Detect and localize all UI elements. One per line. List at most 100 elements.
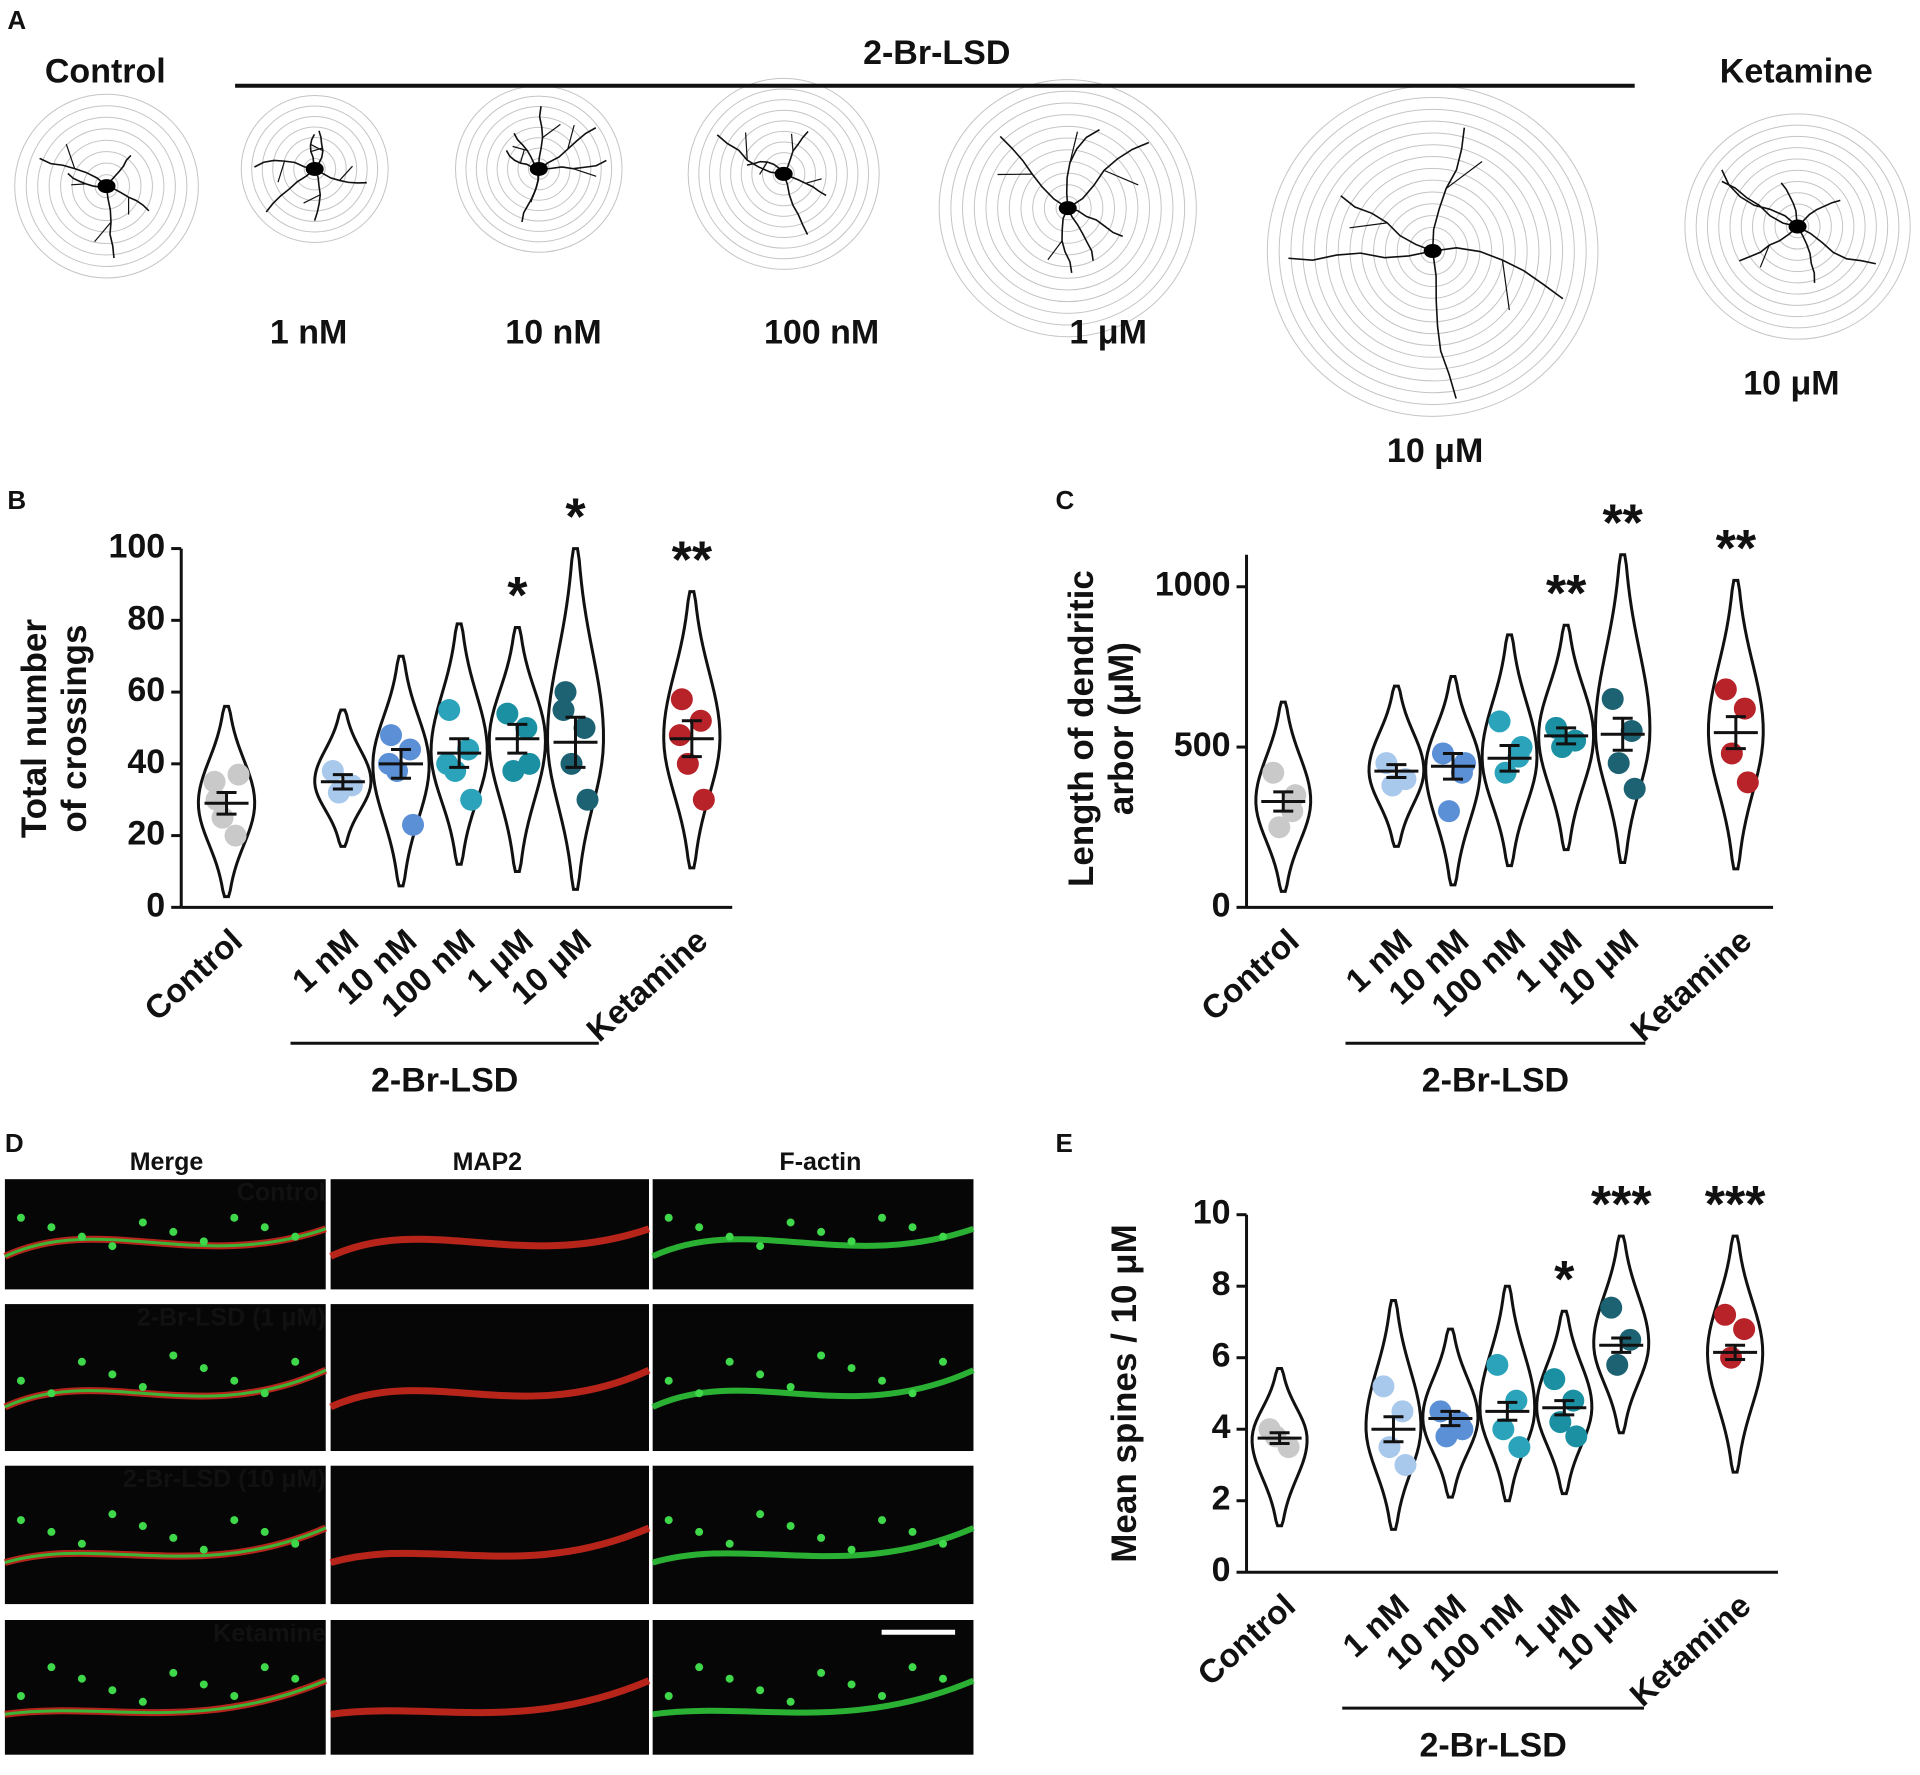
y-tick-label: 500 <box>1174 726 1231 764</box>
spine <box>756 1510 765 1519</box>
sholl-ring <box>973 114 1162 303</box>
sholl-ring <box>1020 160 1116 256</box>
violin <box>1535 1309 1594 1496</box>
data-point <box>1488 710 1511 733</box>
data-point <box>436 752 459 775</box>
spine <box>47 1663 56 1672</box>
violin <box>1364 1299 1423 1531</box>
data-point <box>1736 771 1759 794</box>
data-point <box>1720 1346 1743 1369</box>
sholl-ring <box>261 116 368 222</box>
data-point <box>1551 736 1574 759</box>
spine <box>199 1237 208 1246</box>
sholl-ring <box>1408 226 1457 276</box>
y-tick-label: 0 <box>1212 1551 1231 1589</box>
column-header: F-actin <box>779 1148 861 1176</box>
spine <box>695 1389 704 1398</box>
sholl-ring <box>1361 179 1504 323</box>
dendrite <box>1797 225 1876 265</box>
dendrite <box>94 221 112 243</box>
group-label: 2-Br-LSD <box>1419 1726 1566 1764</box>
dendrite <box>1759 244 1770 268</box>
spine <box>108 1686 117 1695</box>
group-label: 2-Br-LSD <box>371 1061 518 1099</box>
sholl-ring <box>1373 191 1493 311</box>
spine <box>108 1510 117 1519</box>
soma <box>529 161 548 176</box>
sholl-ring <box>938 79 1197 338</box>
micrograph <box>652 1179 974 1290</box>
data-point <box>327 781 350 804</box>
sholl-ring <box>465 95 613 243</box>
spine <box>786 1218 795 1227</box>
spine <box>199 1364 208 1373</box>
sholl-ring <box>486 116 592 222</box>
dendrite <box>71 183 86 186</box>
dendrite-factin <box>4 1526 327 1565</box>
data-point <box>670 688 693 711</box>
violin <box>662 590 722 870</box>
dendrite-map2 <box>329 1367 651 1411</box>
spine <box>695 1663 704 1672</box>
spine <box>108 1242 117 1251</box>
violin <box>487 626 547 873</box>
spine <box>878 1516 887 1525</box>
soma <box>97 179 116 194</box>
spine <box>47 1389 56 1398</box>
dendrite <box>1067 207 1094 261</box>
sholl-ring <box>761 152 806 196</box>
dendrite <box>309 143 324 152</box>
dendrite <box>1103 169 1139 186</box>
spine <box>260 1389 269 1398</box>
dose-label: 10 nM <box>505 313 601 351</box>
sholl-ring <box>1751 180 1844 273</box>
spine <box>16 1516 25 1525</box>
data-point <box>402 813 425 836</box>
data-point <box>205 788 228 811</box>
dendrite-factin <box>651 1225 975 1260</box>
column-header: MAP2 <box>453 1148 522 1176</box>
data-point <box>1733 1318 1756 1341</box>
y-axis-label: Mean spines / 10 μM <box>1105 1224 1144 1562</box>
spine <box>260 1663 269 1672</box>
dendrite <box>277 160 286 183</box>
micrograph <box>652 1304 974 1452</box>
significance: ** <box>1716 520 1757 578</box>
violin <box>1421 1327 1480 1499</box>
sholl-ring <box>1785 214 1810 239</box>
spine <box>908 1663 917 1672</box>
spine <box>695 1223 704 1232</box>
spine <box>16 1692 25 1701</box>
data-point <box>438 699 461 722</box>
spine <box>138 1382 147 1391</box>
data-point <box>1601 687 1624 710</box>
dendrite <box>744 132 748 161</box>
micrograph <box>330 1620 649 1755</box>
y-axis-label: arbor (μM) <box>1102 642 1141 815</box>
spine <box>817 1533 826 1542</box>
panel-letter: E <box>1056 1128 1073 1158</box>
spine <box>725 1232 734 1241</box>
sholl-ring <box>1740 169 1855 284</box>
dendrite <box>542 123 561 139</box>
data-point <box>1378 1436 1401 1459</box>
sholl-ring <box>251 105 379 233</box>
sholl-ring <box>730 120 838 228</box>
data-point <box>560 752 583 775</box>
spine <box>169 1668 178 1677</box>
data-point <box>1394 1453 1417 1476</box>
dendrite <box>65 144 76 169</box>
dendrite <box>1780 182 1799 227</box>
significance: * <box>565 488 586 546</box>
dendrite <box>1349 222 1388 229</box>
dose-label: 100 nM <box>764 313 879 351</box>
soma <box>1788 219 1807 234</box>
micrograph <box>330 1179 649 1290</box>
data-point <box>1372 1375 1395 1398</box>
group-title: Ketamine <box>1720 52 1873 90</box>
spine <box>169 1533 178 1542</box>
sholl-ring <box>1043 184 1092 233</box>
sholl-ring <box>25 105 188 267</box>
dendrite <box>567 124 575 150</box>
